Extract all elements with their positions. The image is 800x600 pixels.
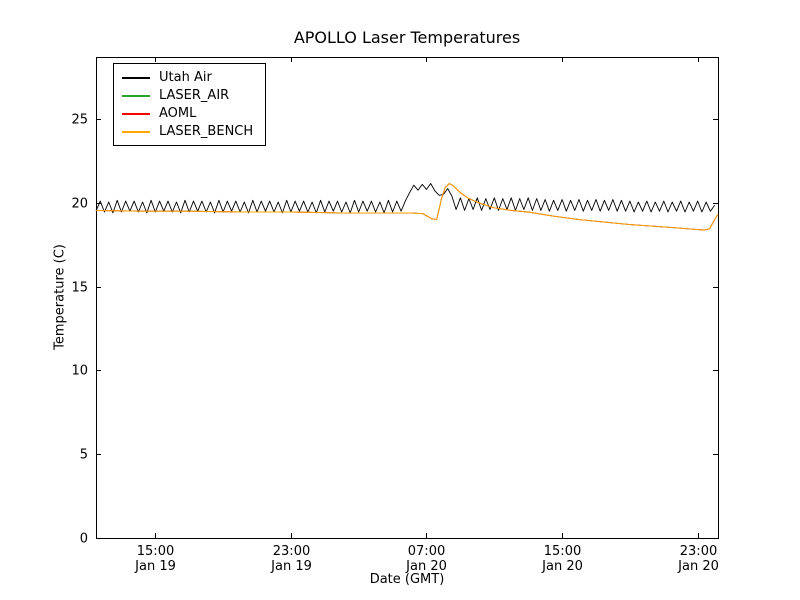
legend-line-utah-air bbox=[122, 76, 150, 79]
chart-title: APOLLO Laser Temperatures bbox=[293, 28, 521, 47]
y-axis-label: Temperature (C) bbox=[52, 244, 68, 350]
legend: Utah Air LASER_AIR AOML LASER_BENCH bbox=[113, 63, 267, 146]
legend-line-laser-air bbox=[122, 94, 150, 97]
series-line-laser-bench bbox=[95, 183, 719, 231]
y-tick-label: 10 bbox=[71, 364, 88, 379]
x-tick-time-label: 15:00 bbox=[544, 544, 581, 559]
legend-item-aoml: AOML bbox=[122, 106, 253, 121]
x-tick-time-label: 23:00 bbox=[273, 544, 310, 559]
y-tick-label: 5 bbox=[80, 448, 88, 463]
legend-label-utah-air: Utah Air bbox=[159, 70, 212, 85]
series-line-utah-air bbox=[95, 183, 715, 214]
legend-item-laser-bench: LASER_BENCH bbox=[122, 124, 253, 139]
legend-item-laser-air: LASER_AIR bbox=[122, 88, 253, 103]
y-tick-label: 15 bbox=[71, 281, 88, 296]
y-tick-label: 20 bbox=[71, 197, 88, 212]
x-tick-time-label: 07:00 bbox=[408, 544, 445, 559]
y-tick-label: 0 bbox=[80, 532, 88, 547]
x-tick-time-label: 23:00 bbox=[680, 544, 717, 559]
plot-frame bbox=[96, 57, 719, 539]
legend-line-laser-bench bbox=[122, 130, 150, 133]
x-axis-label: Date (GMT) bbox=[369, 572, 445, 587]
series-line-laser-air bbox=[95, 183, 719, 231]
series-line-aoml bbox=[95, 183, 719, 231]
y-tick-label: 25 bbox=[71, 113, 88, 128]
legend-item-utah-air: Utah Air bbox=[122, 70, 253, 85]
x-tick-date-label: Jan 19 bbox=[270, 559, 312, 574]
x-tick-date-label: Jan 20 bbox=[541, 559, 583, 574]
legend-line-aoml bbox=[122, 112, 150, 115]
legend-label-laser-air: LASER_AIR bbox=[159, 88, 230, 103]
x-tick-date-label: Jan 20 bbox=[677, 559, 719, 574]
x-tick-date-label: Jan 20 bbox=[405, 559, 447, 574]
x-tick-date-label: Jan 19 bbox=[134, 559, 176, 574]
x-tick-time-label: 15:00 bbox=[137, 544, 174, 559]
legend-label-aoml: AOML bbox=[159, 106, 197, 121]
legend-label-laser-bench: LASER_BENCH bbox=[159, 124, 254, 139]
